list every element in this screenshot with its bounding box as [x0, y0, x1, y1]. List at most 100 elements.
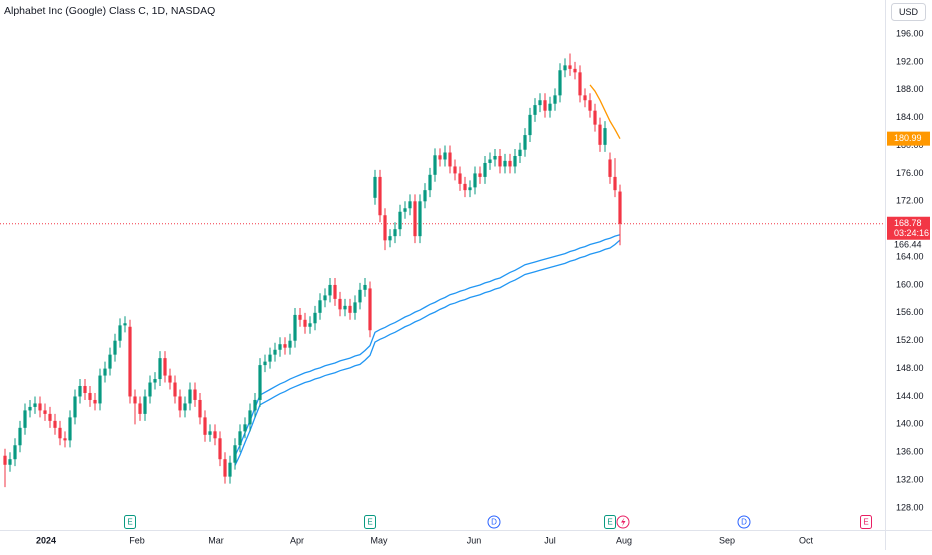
candle-body [473, 173, 477, 188]
candle-body [548, 103, 552, 111]
candle-body [208, 431, 212, 435]
candle-body [378, 176, 382, 216]
candle-body [573, 68, 577, 73]
candle-body [558, 70, 562, 96]
event-label: E [607, 518, 612, 527]
candle-body [188, 389, 192, 404]
candle-body [58, 427, 62, 439]
candle-body [398, 211, 402, 230]
x-tick-label: Jul [544, 535, 556, 545]
candle-body [258, 365, 262, 400]
candle-body [418, 201, 422, 237]
y-tick-label: 144.00 [896, 391, 924, 401]
candles [3, 53, 622, 488]
candle-body [323, 295, 327, 301]
candle-body [493, 155, 497, 160]
candle-body [423, 190, 427, 202]
candle-body [413, 201, 417, 237]
candle-body [298, 314, 302, 320]
candle-body [238, 431, 242, 446]
candle-body [443, 152, 447, 160]
candle-body [503, 160, 507, 167]
candle-body [613, 176, 617, 191]
y-tick-label: 188.00 [896, 84, 924, 94]
event-marker [604, 515, 616, 529]
candle-body [103, 368, 107, 376]
candle-body [343, 305, 347, 310]
candle-body [603, 128, 607, 145]
candle-body [38, 403, 42, 411]
candle-body [93, 399, 97, 404]
candle-body [543, 100, 547, 111]
currency-button[interactable] [891, 3, 926, 21]
candle-body [263, 361, 267, 366]
overlay-line [234, 239, 621, 466]
candle-body [128, 326, 132, 397]
candle-body [508, 160, 512, 167]
event-marker [124, 515, 136, 529]
candle-body [108, 354, 112, 369]
candle-body [588, 100, 592, 111]
candle-body [403, 208, 407, 212]
candle-body [18, 427, 22, 446]
candle-body [118, 325, 122, 341]
candle-body [528, 114, 532, 136]
candle-body [363, 284, 367, 290]
candle-body [333, 284, 337, 299]
candle-body [348, 305, 352, 313]
candle-body [193, 389, 197, 400]
candle-body [308, 323, 312, 327]
candle-body [478, 173, 482, 177]
candle-body [133, 396, 137, 404]
x-tick-label: Mar [208, 535, 224, 545]
x-tick-label: Aug [616, 535, 632, 545]
y-tick-label: 176.00 [896, 168, 924, 178]
overlay-price-label: 180.99 [894, 133, 922, 143]
event-label: E [127, 518, 132, 527]
chart-title: Alphabet Inc (Google) Class C, 1D, NASDA… [4, 5, 215, 17]
candle-body [483, 162, 487, 177]
y-tick-label: 148.00 [896, 363, 924, 373]
candle-body [273, 349, 277, 355]
event-marker [364, 515, 376, 529]
candle-body [283, 344, 287, 348]
x-tick-label: Oct [799, 535, 814, 545]
candle-body [183, 403, 187, 411]
event-label: D [491, 518, 497, 527]
overlay-line [589, 84, 621, 139]
candle-body [448, 152, 452, 167]
candle-body [48, 413, 52, 421]
x-tick-label: Jun [467, 535, 482, 545]
candle-body [43, 410, 47, 414]
candle-body [88, 392, 92, 400]
candle-body [513, 155, 517, 167]
y-tick-label: 152.00 [896, 335, 924, 345]
split-bolt [621, 517, 626, 527]
candle-body [73, 396, 77, 418]
candle-body [468, 187, 472, 191]
event-marker [860, 515, 872, 529]
candle-body [278, 344, 282, 350]
candle-body [498, 155, 502, 167]
y-tick-label: 192.00 [896, 56, 924, 66]
candle-body [463, 183, 467, 191]
candle-body [3, 455, 7, 465]
candle-body [13, 445, 17, 460]
candle-body [393, 229, 397, 237]
candle-body [338, 298, 342, 310]
y-tick-label: 140.00 [896, 419, 924, 429]
candle-body [618, 191, 622, 224]
candle-body [78, 386, 82, 397]
candle-body [293, 314, 297, 341]
currency-label[interactable]: USD [899, 7, 919, 17]
candle-body [368, 288, 372, 331]
x-tick-label: May [370, 535, 388, 545]
y-tick-label: 136.00 [896, 447, 924, 457]
candle-body [53, 420, 57, 428]
candle-body [563, 65, 567, 71]
event-marker [487, 515, 501, 529]
candle-body [538, 100, 542, 106]
candle-body [433, 155, 437, 175]
candle-body [158, 358, 162, 380]
